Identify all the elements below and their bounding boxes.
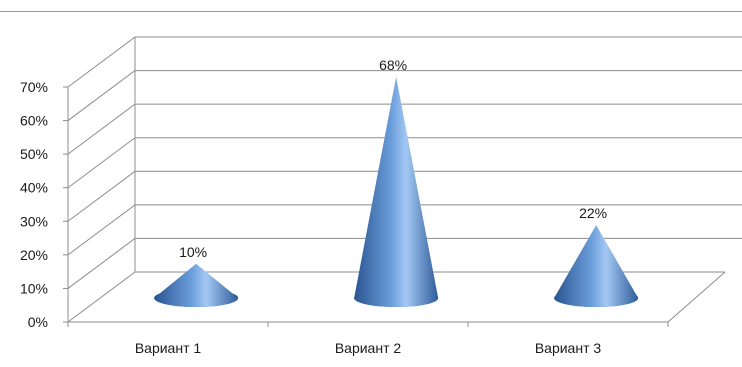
axis-layer xyxy=(63,37,726,327)
category-label: Вариант 1 xyxy=(135,340,202,356)
gridline-diagonal xyxy=(67,36,136,88)
y-tick-label: 70% xyxy=(20,79,48,95)
gridline-diagonal xyxy=(67,238,136,289)
cone-1 xyxy=(154,263,239,307)
floor-right-edge xyxy=(667,271,726,323)
value-label: 22% xyxy=(579,205,607,221)
value-labels: 10% 68% 22% xyxy=(179,57,607,260)
cone-3 xyxy=(554,225,639,307)
y-tick-label: 10% xyxy=(20,280,48,296)
cone-2 xyxy=(354,76,439,308)
cone-body xyxy=(154,263,239,307)
value-label: 68% xyxy=(379,57,407,73)
grid-layer xyxy=(67,36,742,323)
category-label: Вариант 2 xyxy=(335,340,402,356)
gridline-diagonal xyxy=(67,137,136,189)
top-rule xyxy=(0,11,742,12)
gridline-diagonal xyxy=(67,204,136,256)
y-tick-label: 0% xyxy=(28,314,48,330)
y-tick-label: 20% xyxy=(20,247,48,263)
cone-body xyxy=(354,76,439,308)
cone-body xyxy=(554,225,639,307)
cone-layer xyxy=(154,76,639,308)
gridline-diagonal xyxy=(67,70,136,121)
gridline-diagonal xyxy=(67,103,136,155)
y-tick-label: 50% xyxy=(20,146,48,162)
y-tick-label: 40% xyxy=(20,180,48,196)
category-label: Вариант 3 xyxy=(535,340,602,356)
y-axis-ticks: 0% 10% 20% 30% 40% 50% 60% 70% xyxy=(20,79,48,330)
value-label: 10% xyxy=(179,244,207,260)
category-labels: Вариант 1 Вариант 2 Вариант 3 xyxy=(135,340,602,356)
y-tick-label: 60% xyxy=(20,113,48,129)
gridline-diagonal xyxy=(67,271,136,323)
gridline-diagonal xyxy=(67,170,136,222)
y-tick-label: 30% xyxy=(20,213,48,229)
